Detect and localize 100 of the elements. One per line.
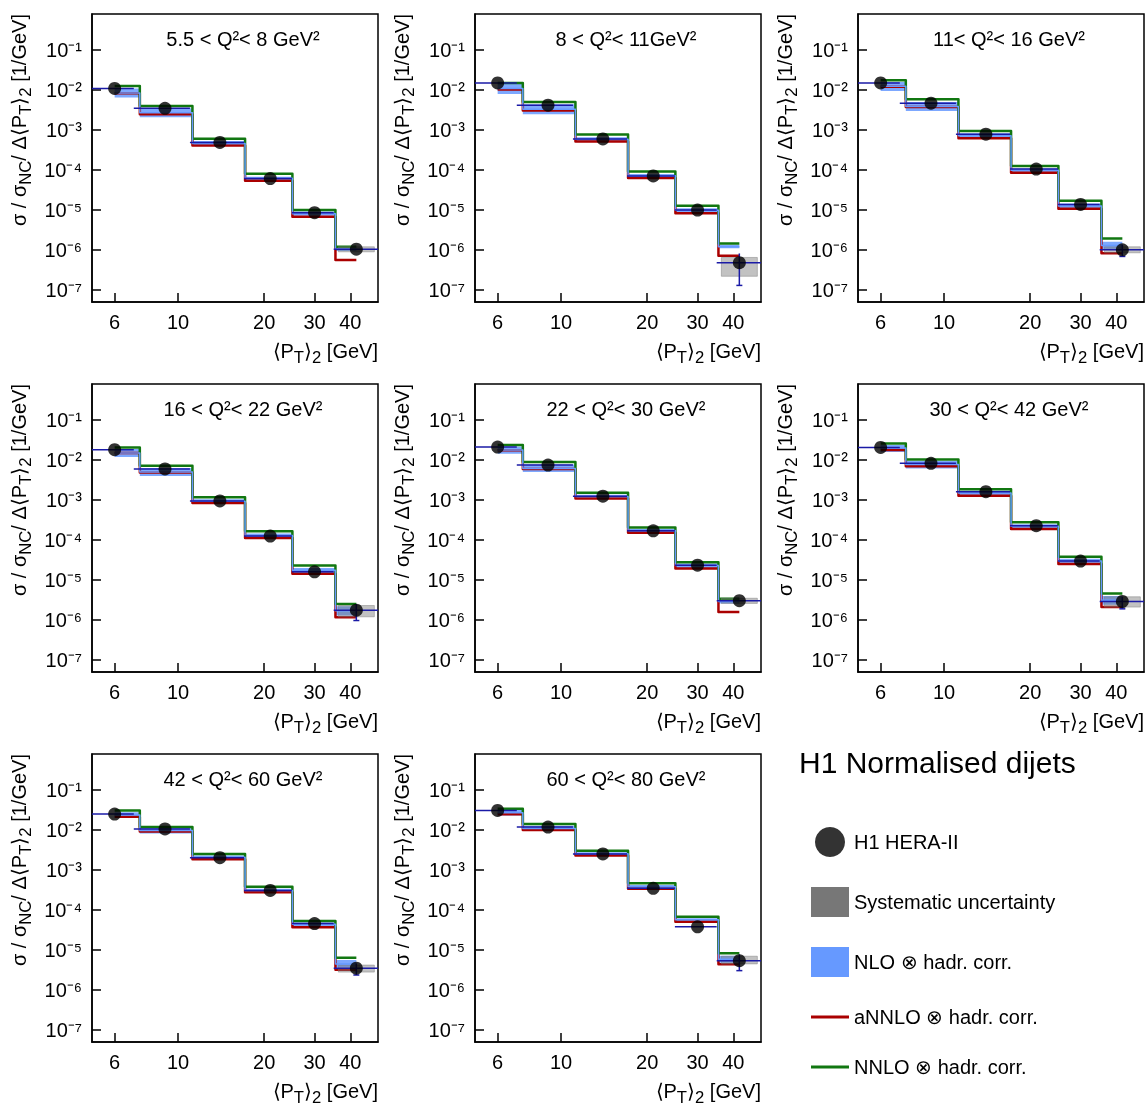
x-tick-label: 10 bbox=[166, 681, 190, 703]
x-tick-label: 6 bbox=[875, 311, 887, 333]
y-tick-label: 10⁻⁴ bbox=[427, 899, 465, 922]
y-tick-label: 10⁻⁴ bbox=[427, 529, 465, 552]
x-tick-label: 40 bbox=[339, 1051, 362, 1073]
y-tick-label: 10⁻¹ bbox=[46, 409, 83, 432]
x-axis-title: ⟨P$_{T}$⟩$_{2}$ [GeV] bbox=[271, 339, 378, 369]
y-tick-label: 10⁻⁶ bbox=[44, 238, 82, 261]
x-tick-label: 40 bbox=[1105, 311, 1128, 333]
x-tick-label: 10 bbox=[549, 1051, 573, 1073]
y-tick-label: 10⁻⁷ bbox=[428, 278, 465, 301]
x-tick-label: 20 bbox=[636, 1051, 659, 1073]
x-axis-title: ⟨P$_{T}$⟩$_{2}$ [GeV] bbox=[1037, 709, 1144, 739]
y-tick-label: 10⁻⁴ bbox=[810, 159, 848, 182]
x-tick-label: 10 bbox=[549, 311, 573, 333]
y-tick-label: 10⁻⁵ bbox=[810, 199, 848, 222]
x-tick-label: 10 bbox=[166, 1051, 190, 1073]
x-axis-title: ⟨P$_{T}$⟩$_{2}$ [GeV] bbox=[654, 1079, 761, 1109]
y-tick-label: 10⁻⁵ bbox=[44, 569, 82, 592]
y-tick-label: 10⁻¹ bbox=[429, 409, 466, 432]
y-tick-label: 10⁻¹ bbox=[46, 779, 83, 802]
y-tick-label: 10⁻¹ bbox=[812, 409, 849, 432]
y-tick-label: 10⁻¹ bbox=[46, 39, 83, 62]
legend-label: aNNLO ⊗ hadr. corr. bbox=[854, 1006, 1038, 1028]
y-tick-label: 10⁻⁶ bbox=[810, 608, 848, 631]
x-tick-label: 20 bbox=[253, 311, 276, 333]
x-tick-label: 30 bbox=[686, 1051, 709, 1073]
x-tick-label: 30 bbox=[303, 1051, 326, 1073]
y-tick-label: 10⁻⁴ bbox=[44, 899, 82, 922]
y-tick-label: 10⁻⁶ bbox=[427, 608, 465, 631]
x-axis-title: ⟨P$_{T}$⟩$_{2}$ [GeV] bbox=[271, 709, 378, 739]
y-tick-label: 10⁻³ bbox=[812, 489, 849, 512]
x-tick-label: 20 bbox=[1019, 311, 1042, 333]
y-tick-label: 10⁻² bbox=[429, 819, 466, 842]
x-tick-label: 6 bbox=[492, 1051, 504, 1073]
text: 30 < Q²< 42 GeV² bbox=[928, 397, 1090, 422]
x-tick-label: 6 bbox=[109, 311, 121, 333]
text: 8 < Q²< 11GeV² bbox=[554, 27, 698, 52]
x-tick-label: 30 bbox=[1069, 311, 1092, 333]
x-tick-label: 10 bbox=[932, 311, 956, 333]
x-tick-label: 20 bbox=[636, 311, 659, 333]
x-tick-label: 6 bbox=[875, 681, 887, 703]
y-tick-label: 10⁻¹ bbox=[429, 39, 466, 62]
y-tick-label: 10⁻⁷ bbox=[428, 648, 465, 671]
y-tick-label: 10⁻⁷ bbox=[428, 1018, 465, 1041]
x-tick-label: 10 bbox=[166, 311, 190, 333]
y-tick-label: 10⁻³ bbox=[46, 859, 83, 882]
text: 16 < Q²< 22 GeV² bbox=[162, 397, 324, 422]
y-tick-label: 10⁻³ bbox=[812, 119, 849, 142]
x-tick-label: 30 bbox=[686, 311, 709, 333]
y-tick-label: 10⁻⁷ bbox=[811, 648, 848, 671]
y-tick-label: 10⁻³ bbox=[46, 489, 83, 512]
y-tick-label: 10⁻⁴ bbox=[810, 529, 848, 552]
text: 42 < Q²< 60 GeV² bbox=[162, 767, 324, 792]
y-tick-label: 10⁻⁵ bbox=[44, 939, 82, 962]
legend-label: Systematic uncertainty bbox=[854, 891, 1056, 913]
y-tick-label: 10⁻⁷ bbox=[45, 278, 82, 301]
y-tick-label: 10⁻⁵ bbox=[427, 939, 465, 962]
y-tick-label: 10⁻⁵ bbox=[427, 199, 465, 222]
x-tick-label: 30 bbox=[1069, 681, 1092, 703]
x-tick-label: 30 bbox=[686, 681, 709, 703]
legend-label: NNLO ⊗ hadr. corr. bbox=[854, 1056, 1027, 1078]
text: 11< Q²< 16 GeV² bbox=[932, 27, 1086, 52]
x-tick-label: 40 bbox=[339, 311, 362, 333]
x-tick-label: 30 bbox=[303, 681, 326, 703]
x-axis-title: ⟨P$_{T}$⟩$_{2}$ [GeV] bbox=[1037, 339, 1144, 369]
y-tick-label: 10⁻² bbox=[46, 819, 83, 842]
x-tick-label: 20 bbox=[253, 681, 276, 703]
x-tick-label: 30 bbox=[303, 311, 326, 333]
x-tick-label: 20 bbox=[253, 1051, 276, 1073]
y-tick-label: 10⁻³ bbox=[429, 489, 466, 512]
x-tick-label: 10 bbox=[932, 681, 956, 703]
y-tick-label: 10⁻⁴ bbox=[44, 159, 82, 182]
y-tick-label: 10⁻³ bbox=[429, 119, 466, 142]
y-tick-label: 10⁻⁷ bbox=[811, 278, 848, 301]
x-tick-label: 40 bbox=[1105, 681, 1128, 703]
legend-label: H1 HERA-II bbox=[854, 831, 959, 853]
text: 22 < Q²< 30 GeV² bbox=[545, 397, 707, 422]
y-tick-label: 10⁻² bbox=[812, 79, 849, 102]
x-tick-label: 6 bbox=[492, 311, 504, 333]
x-tick-label: 40 bbox=[722, 311, 745, 333]
y-tick-label: 10⁻⁶ bbox=[427, 978, 465, 1001]
x-axis-title: ⟨P$_{T}$⟩$_{2}$ [GeV] bbox=[654, 339, 761, 369]
x-tick-label: 6 bbox=[109, 1051, 121, 1073]
y-tick-label: 10⁻⁷ bbox=[45, 1018, 82, 1041]
y-tick-label: 10⁻² bbox=[429, 449, 466, 472]
y-tick-label: 10⁻³ bbox=[46, 119, 83, 142]
x-tick-label: 20 bbox=[1019, 681, 1042, 703]
legend-label: NLO ⊗ hadr. corr. bbox=[854, 951, 1013, 973]
y-tick-label: 10⁻⁴ bbox=[427, 159, 465, 182]
x-axis-title: ⟨P$_{T}$⟩$_{2}$ [GeV] bbox=[654, 709, 761, 739]
y-tick-label: 10⁻² bbox=[812, 449, 849, 472]
x-tick-label: 10 bbox=[549, 681, 573, 703]
x-tick-label: 40 bbox=[722, 1051, 745, 1073]
y-tick-label: 10⁻⁵ bbox=[427, 569, 465, 592]
y-tick-label: 10⁻³ bbox=[429, 859, 466, 882]
y-tick-label: 10⁻¹ bbox=[812, 39, 849, 62]
y-tick-label: 10⁻⁵ bbox=[44, 199, 82, 222]
y-tick-label: 10⁻² bbox=[46, 449, 83, 472]
y-tick-label: 10⁻² bbox=[429, 79, 466, 102]
